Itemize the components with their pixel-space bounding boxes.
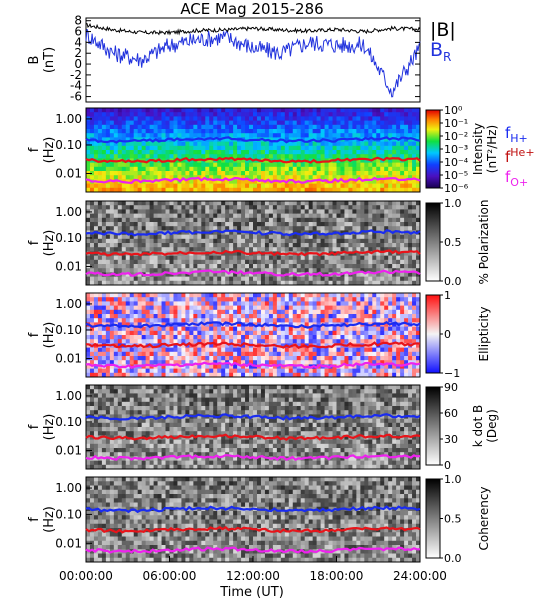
- intensity-colorbar-label: Intensity: [471, 123, 485, 175]
- intensity-y-tick-label: 0.01: [55, 167, 82, 181]
- time-tick-label: 24:00:00: [393, 569, 447, 583]
- coherency-colorbar-tick-label: 1.0: [444, 473, 462, 486]
- kdotb-panel: 1.00 0.10 0.01 f(Hz) 90 60 30 0 k dot B(Deg): [27, 381, 499, 472]
- coherency-panel: 1.00 0.10 0.01 f(Hz) 1.0 0.5 0.0 Coherency: [27, 473, 491, 565]
- kdotb-colorbar-label: k dot B: [471, 405, 485, 447]
- time-tick-label: 06:00:00: [143, 569, 197, 583]
- b-field-ylabel: B: [27, 56, 42, 65]
- kdotb-y-tick-label: 0.01: [55, 444, 82, 458]
- kdotb-colorbar-tick-label: 30: [444, 433, 458, 446]
- gyrofrequency-legend: fH+ fHe+ fO+: [505, 124, 535, 189]
- polarization-y-tick-label: 0.01: [55, 260, 82, 274]
- polarization-colorbar-tick-label: 0.0: [444, 275, 462, 288]
- intensity-colorbar-unit: (nT²/Hz): [485, 125, 499, 173]
- polarization-yunit: (Hz): [42, 230, 57, 257]
- polarization-panel: 1.00 0.10 0.01 f(Hz) 1.0 0.5 0.0 % Polarization: [27, 197, 491, 288]
- intensity-colorbar-tick-label: 10⁻¹: [444, 117, 468, 130]
- ellipticity-colorbar-tick-label: 0: [444, 328, 451, 341]
- figure-title: ACE Mag 2015-286: [180, 0, 323, 18]
- ellipticity-colorbar: [426, 295, 440, 373]
- ellipticity-y-tick-label: 0.01: [55, 352, 82, 366]
- coherency-y-tick-label: 0.10: [55, 507, 82, 521]
- legend-fH: fH+: [505, 124, 528, 145]
- coherency-colorbar-tick-label: 0.5: [444, 513, 462, 526]
- intensity-colorbar-tick-label: 10⁻³: [444, 143, 468, 156]
- time-axis-label: Time (UT): [219, 585, 284, 600]
- legend-fHe: fHe+: [505, 146, 535, 166]
- polarization-y-tick-label: 0.10: [55, 231, 82, 245]
- b-field-y-tick-label: -6: [70, 90, 82, 104]
- intensity-yunit: (Hz): [42, 137, 57, 164]
- kdotb-y-tick-label: 1.00: [55, 389, 82, 403]
- ellipticity-colorbar-tick-label: −1: [444, 367, 460, 380]
- spectrogram-panels: 1.000.100.01f(Hz)10⁰10⁻¹10⁻²10⁻³10⁻⁴10⁻⁵…: [27, 104, 499, 565]
- kdotb-colorbar-unit: (Deg): [485, 409, 499, 443]
- intensity-panel: 1.00 0.10 0.01 f(Hz) 10⁰10⁻¹10⁻²10⁻³10⁻⁴10⁻⁵…: [27, 104, 499, 195]
- ellipticity-colorbar-tick-label: 1: [444, 289, 451, 302]
- kdotb-colorbar: [426, 387, 440, 465]
- legend-fO: fO+: [505, 168, 528, 189]
- kdotb-colorbar-tick-label: 60: [444, 407, 458, 420]
- ellipticity-colorbar-label: Ellipticity: [477, 307, 491, 362]
- ellipticity-yunit: (Hz): [42, 322, 57, 349]
- kdotb-colorbar-tick-label: 90: [444, 381, 458, 394]
- intensity-colorbar: [426, 110, 440, 188]
- kdotb-yunit: (Hz): [42, 414, 57, 441]
- polarization-colorbar-label: % Polarization: [477, 200, 491, 285]
- legend-br: BR: [430, 39, 451, 64]
- coherency-y-tick-label: 0.01: [55, 536, 82, 550]
- coherency-colorbar-tick-label: 0.0: [444, 552, 462, 565]
- intensity-y-tick-label: 1.00: [55, 112, 82, 126]
- intensity-colorbar-tick-label: 10⁻⁴: [444, 156, 469, 169]
- time-tick-label: 18:00:00: [310, 569, 364, 583]
- polarization-colorbar-tick-label: 0.5: [444, 236, 462, 249]
- polarization-ylabel: f: [27, 240, 42, 245]
- intensity-y-tick-label: 0.10: [55, 138, 82, 152]
- coherency-colorbar-label: Coherency: [477, 486, 491, 550]
- intensity-colorbar-tick-label: 10⁰: [444, 104, 463, 117]
- ellipticity-ylabel: f: [27, 332, 42, 337]
- legend-bmag: |B|: [430, 19, 456, 41]
- time-tick-label: 12:00:00: [226, 569, 280, 583]
- polarization-colorbar-tick-label: 1.0: [444, 197, 462, 210]
- coherency-ylabel: f: [27, 517, 42, 522]
- kdotb-y-tick-label: 0.10: [55, 415, 82, 429]
- intensity-colorbar-tick-label: 10⁻⁵: [444, 169, 468, 182]
- polarization-colorbar: [426, 203, 440, 281]
- kdotb-colorbar-tick-label: 0: [444, 459, 451, 472]
- ellipticity-panel: 1.00 0.10 0.01 f(Hz) 1 0 −1 Ellipticity: [27, 289, 491, 380]
- coherency-colorbar: [426, 479, 440, 558]
- intensity-colorbar-tick-label: 10⁻²: [444, 130, 468, 143]
- coherency-yunit: (Hz): [42, 506, 57, 533]
- ellipticity-y-tick-label: 0.10: [55, 323, 82, 337]
- time-tick-label: 00:00:00: [59, 569, 113, 583]
- intensity-ylabel: f: [27, 147, 42, 152]
- polarization-y-tick-label: 1.00: [55, 205, 82, 219]
- b-field-yunit: (nT): [42, 47, 57, 73]
- ellipticity-y-tick-label: 1.00: [55, 297, 82, 311]
- intensity-colorbar-tick-label: 10⁻⁶: [444, 182, 469, 195]
- kdotb-ylabel: f: [27, 424, 42, 429]
- coherency-y-tick-label: 1.00: [55, 481, 82, 495]
